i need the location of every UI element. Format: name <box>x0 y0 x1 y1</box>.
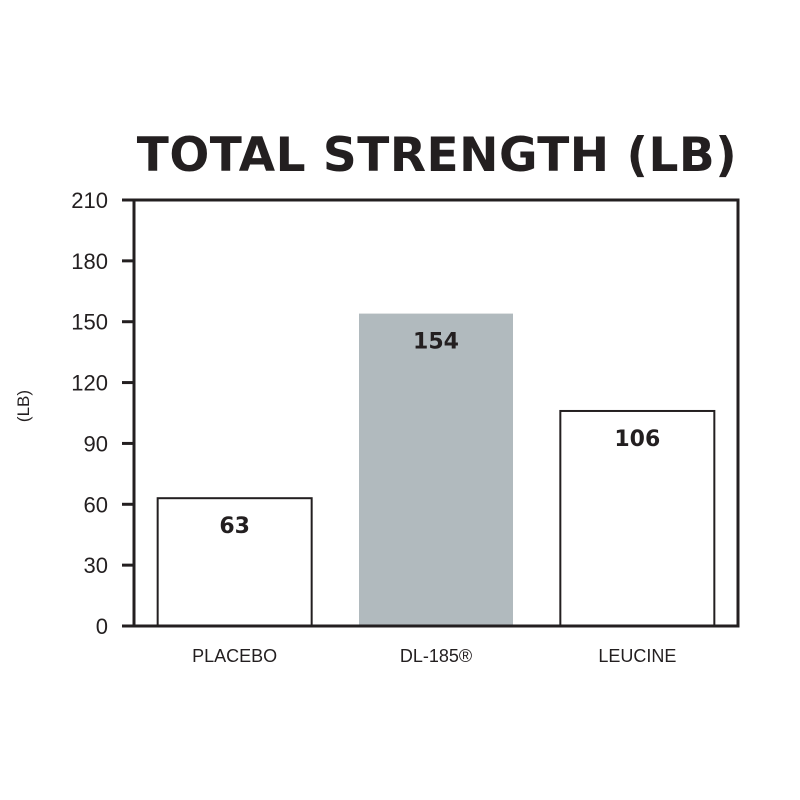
bar-leucine <box>559 409 716 627</box>
bar-dl-185- <box>359 313 513 626</box>
y-tick-label: 210 <box>71 188 108 213</box>
y-tick-label: 30 <box>84 553 108 578</box>
x-category-label: LEUCINE <box>598 646 676 666</box>
bars: 63 PLACEBO 154 DL-185® 106 LEUCINE <box>156 313 716 666</box>
x-category-label: DL-185® <box>400 646 472 666</box>
bar-value-label: 63 <box>219 514 250 539</box>
plot-frame <box>132 198 740 628</box>
y-tick-label: 180 <box>71 249 108 274</box>
y-tick-label: 0 <box>96 614 108 639</box>
y-tick-label: 90 <box>84 431 108 456</box>
bar-placebo <box>156 497 313 628</box>
y-tick-label: 120 <box>71 371 108 396</box>
x-category-label: PLACEBO <box>192 646 277 666</box>
y-axis-ticks: 0 30 60 90 120 150 180 210 <box>71 188 134 639</box>
chart-title: TOTAL STRENGTH (LB) <box>136 128 738 183</box>
y-tick-label: 150 <box>71 310 108 335</box>
y-tick-label: 60 <box>84 492 108 517</box>
bar-value-label: 106 <box>614 427 660 452</box>
bar-value-label: 154 <box>413 330 459 355</box>
